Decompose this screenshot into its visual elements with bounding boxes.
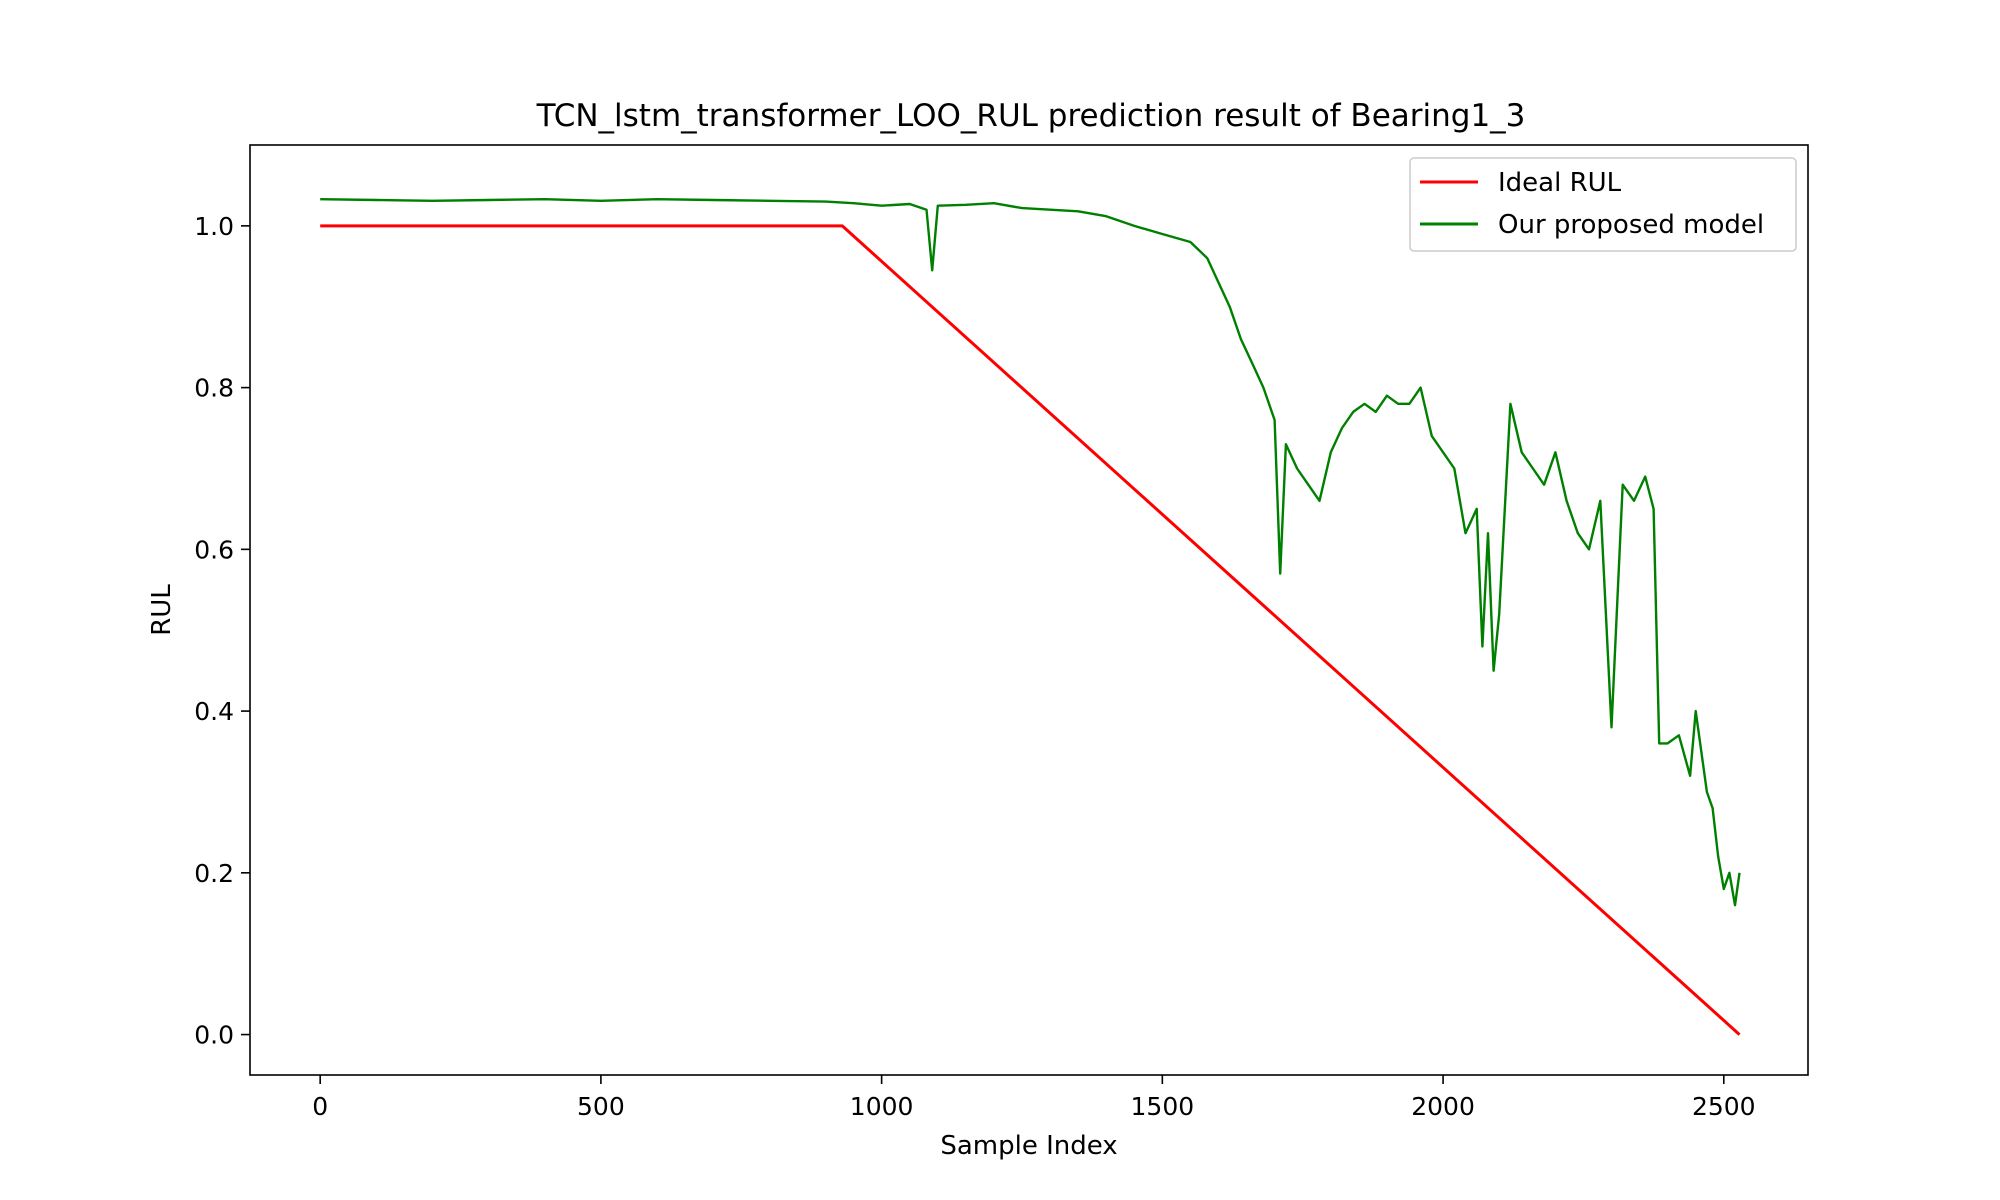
legend: Ideal RUL Our proposed model xyxy=(1409,157,1797,252)
x-tick-label: 500 xyxy=(577,1092,625,1121)
legend-box xyxy=(1409,157,1797,252)
y-tick-label: 1.0 xyxy=(194,212,234,241)
x-tick-label: 2000 xyxy=(1411,1092,1475,1121)
x-tick-label: 2500 xyxy=(1692,1092,1756,1121)
chart-title: TCN_lstm_transformer_LOO_RUL prediction … xyxy=(536,98,1526,134)
x-tick-label: 1500 xyxy=(1131,1092,1195,1121)
legend-label-proposed-model: Our proposed model xyxy=(1498,210,1764,240)
x-tick-label: 1000 xyxy=(850,1092,914,1121)
y-tick-label: 0.4 xyxy=(194,697,234,726)
legend-label-ideal-rul: Ideal RUL xyxy=(1498,168,1622,198)
plot-area xyxy=(320,197,1741,1036)
series-line-ideal-rul xyxy=(320,224,1741,1036)
x-tick-label: 0 xyxy=(312,1092,328,1121)
y-tick-label: 0.2 xyxy=(194,859,234,888)
y-axis-label: RUL xyxy=(147,584,177,636)
y-tick-label: 0.6 xyxy=(194,535,234,564)
axis-ticks: 0 500 1000 1500 2000 2500 0.0 0.2 0.4 0.6 0.8 1.0 xyxy=(194,212,1755,1121)
axes-frame xyxy=(249,144,1809,1076)
y-tick-label: 0.8 xyxy=(194,374,234,403)
x-axis-label: Sample Index xyxy=(940,1131,1117,1161)
series-line-proposed-model xyxy=(320,197,1741,907)
y-tick-label: 0.0 xyxy=(194,1021,234,1050)
